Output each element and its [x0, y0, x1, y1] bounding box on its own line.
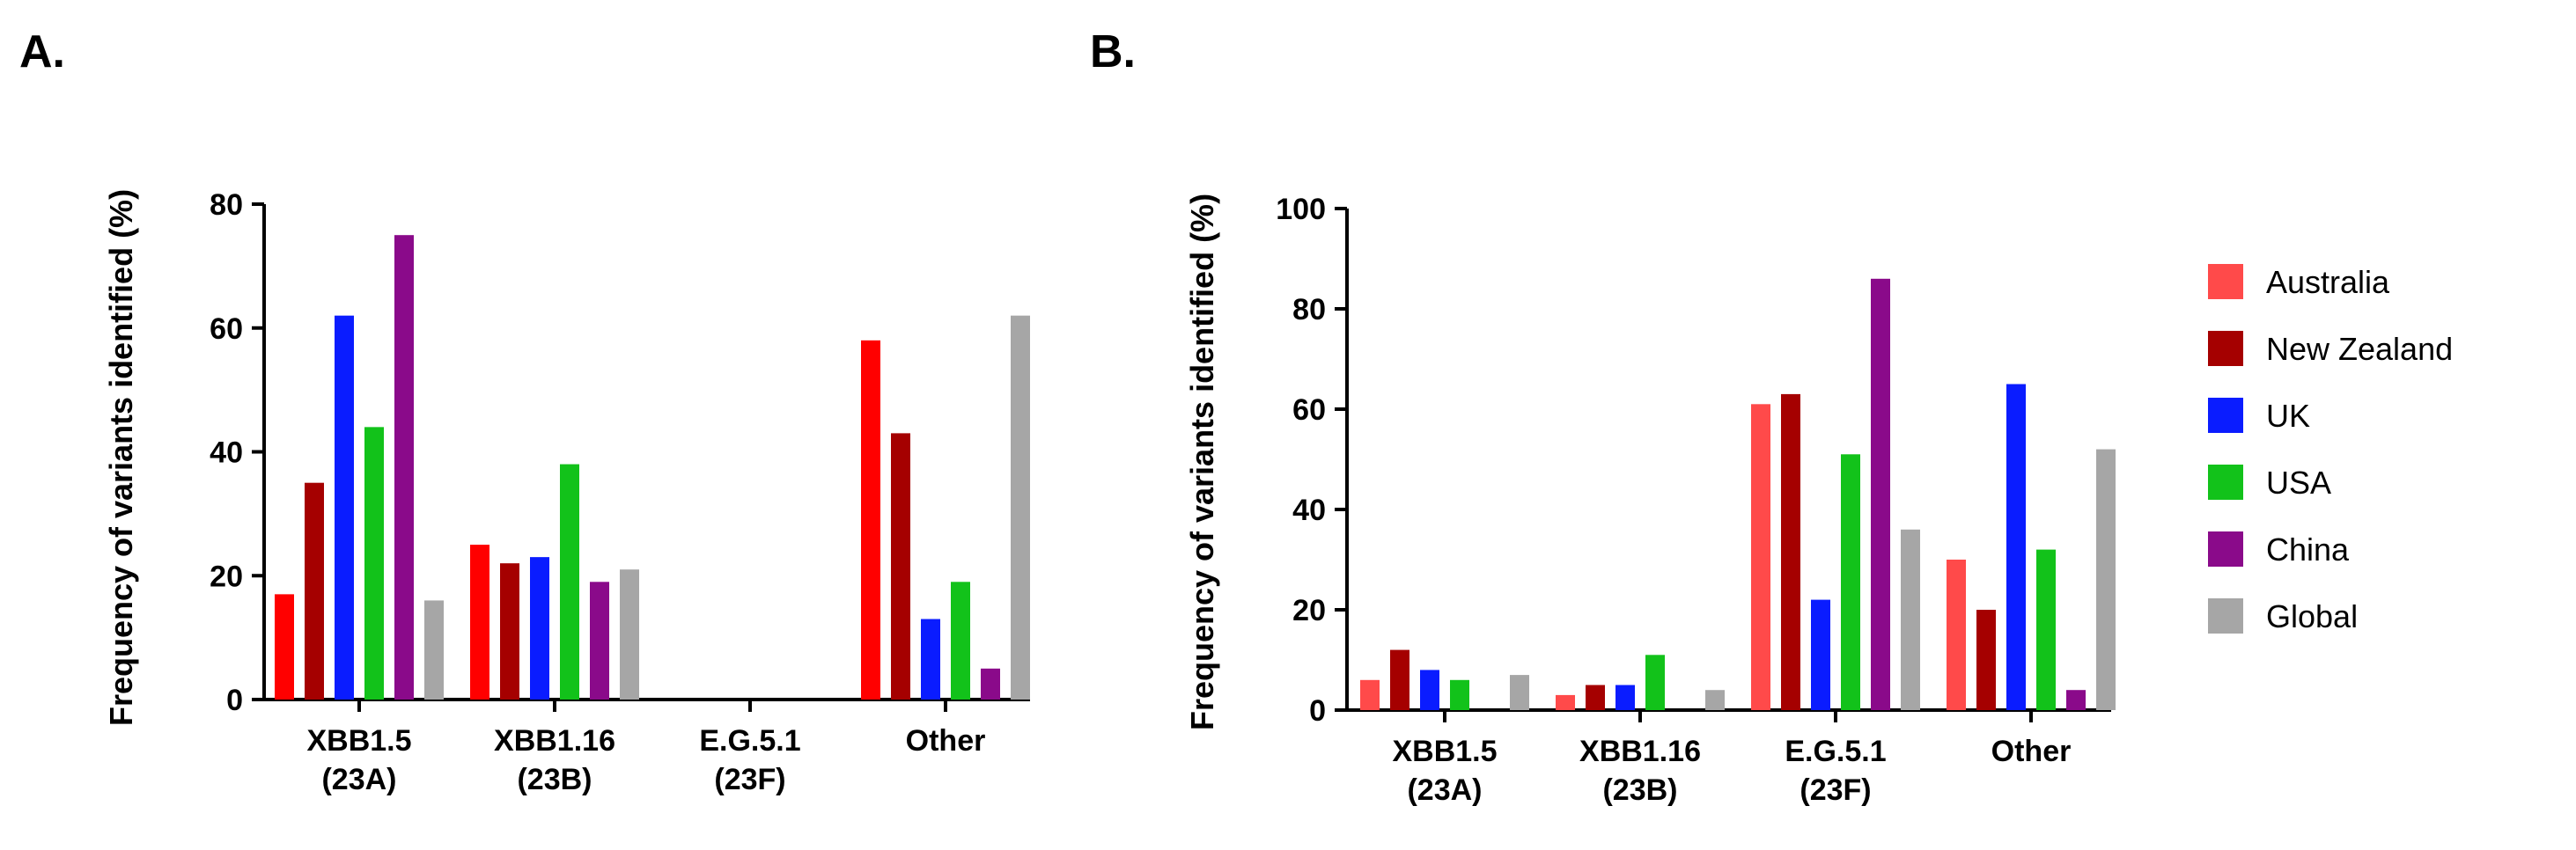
- legend-swatch: [2208, 598, 2243, 634]
- y-tick-label: 60: [210, 312, 243, 346]
- bar: [891, 433, 910, 700]
- bar: [530, 557, 549, 700]
- legend-swatch: [2208, 398, 2243, 433]
- x-tick-label: XBB1.16 (23B): [494, 724, 615, 796]
- panel-b-label: B.: [1090, 26, 1136, 77]
- bar: [500, 563, 519, 700]
- bar: [951, 582, 970, 700]
- bar: [1450, 679, 1469, 710]
- bar: [1901, 529, 1920, 710]
- y-tick-label: 20: [210, 560, 243, 593]
- legend-label: UK: [2266, 398, 2310, 434]
- y-tick-label: 60: [1292, 393, 1326, 427]
- bar: [1976, 610, 1996, 710]
- legend-swatch: [2208, 531, 2243, 567]
- bar: [1947, 560, 1966, 710]
- bar: [2066, 690, 2086, 710]
- bar: [590, 582, 609, 700]
- bar: [1616, 685, 1635, 710]
- bar: [861, 340, 880, 700]
- y-axis-title: Frequency of variants identified (%): [103, 189, 139, 726]
- bar: [1751, 404, 1770, 710]
- legend-swatch: [2208, 264, 2243, 299]
- bar: [921, 619, 940, 700]
- y-axis-title: Frequency of variants identified (%): [1184, 194, 1220, 730]
- legend-label: China: [2266, 531, 2350, 568]
- bar: [1011, 315, 1030, 700]
- bar: [2096, 449, 2116, 710]
- bar: [620, 569, 639, 700]
- y-tick-label: 80: [210, 188, 243, 222]
- legend-swatch: [2208, 331, 2243, 366]
- legend-label: USA: [2266, 465, 2331, 501]
- y-tick-label: 100: [1276, 193, 1326, 226]
- bar: [1360, 679, 1380, 710]
- x-tick-label: Other: [1991, 735, 2072, 768]
- bar: [1510, 675, 1529, 710]
- bar: [1841, 454, 1860, 710]
- bar: [1811, 599, 1830, 710]
- chart-b: 0 20 40 60 80 100 Frequency of variants identi…: [1184, 193, 2116, 807]
- legend: Australia New Zealand UK USA China Global: [2208, 264, 2453, 634]
- bar: [1420, 670, 1439, 710]
- bar: [305, 482, 324, 700]
- bar: [424, 600, 444, 700]
- legend-label: New Zealand: [2266, 331, 2453, 367]
- y-tick-label: 80: [1292, 293, 1326, 326]
- bar: [394, 235, 414, 700]
- bar: [364, 427, 384, 700]
- y-tick-label: 0: [226, 684, 243, 717]
- legend-label: Australia: [2266, 264, 2390, 300]
- y-tick-label: 40: [210, 436, 243, 470]
- bar: [981, 668, 1000, 700]
- legend-label: Global: [2266, 598, 2358, 634]
- bar: [1556, 694, 1575, 710]
- x-tick-label: E.G.5.1 (23F): [1785, 735, 1886, 807]
- x-tick-label: XBB1.5 (23A): [1392, 735, 1497, 807]
- bar: [2036, 549, 2056, 710]
- x-tick-label: E.G.5.1 (23F): [699, 724, 800, 796]
- bar: [470, 545, 489, 700]
- panel-a-label: A.: [19, 26, 65, 77]
- chart-a: 0 20 40 60 80 Frequency of variants identifie…: [103, 188, 1030, 796]
- y-tick-label: 40: [1292, 494, 1326, 527]
- bar: [560, 464, 579, 700]
- bar: [2006, 384, 2026, 710]
- y-tick-label: 20: [1292, 594, 1326, 627]
- bar: [1705, 690, 1725, 710]
- x-tick-label: XBB1.16 (23B): [1579, 735, 1701, 807]
- legend-swatch: [2208, 465, 2243, 500]
- bar: [1586, 685, 1605, 710]
- bar: [1781, 393, 1800, 710]
- bar: [275, 594, 294, 700]
- bar: [335, 315, 354, 700]
- bar: [1390, 649, 1409, 710]
- y-tick-label: 0: [1309, 694, 1326, 728]
- x-tick-label: XBB1.5 (23A): [306, 724, 411, 796]
- bar: [1871, 278, 1890, 710]
- bar: [1645, 655, 1665, 710]
- x-tick-label: Other: [906, 724, 986, 758]
